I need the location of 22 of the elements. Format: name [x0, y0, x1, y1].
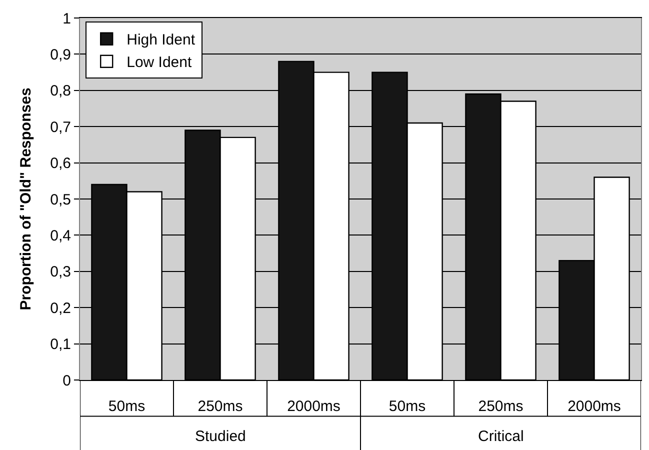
y-tick-label: 0,7 — [50, 118, 71, 136]
y-tick-label: 0,2 — [50, 300, 71, 317]
text: Studied — [195, 428, 246, 445]
y-tick-label: 0,9 — [50, 46, 71, 64]
y-tick-label: 0,6 — [50, 155, 71, 172]
y-axis-title: Proportion of "Old" Responses — [17, 88, 34, 310]
y-tick-label: 0,8 — [50, 82, 71, 100]
y-tick-label: 1 — [62, 10, 71, 28]
y-tick-label: 0,1 — [50, 336, 71, 354]
x-tick-label: 250ms — [478, 398, 524, 415]
x-tick-label: 50ms — [108, 398, 146, 415]
y-tick-label: 0 — [62, 372, 71, 390]
y-tick-label: 0,3 — [50, 264, 71, 281]
x-tick-label: 50ms — [388, 398, 426, 415]
x-tick-label: 250ms — [198, 398, 243, 415]
y-tick-label: 0,4 — [50, 227, 71, 244]
legend-label: High Ident — [126, 32, 196, 49]
y-tick-label: 0,5 — [50, 191, 71, 208]
legend-label: Low Ident — [126, 54, 192, 72]
x-tick-label: 2000ms — [568, 398, 621, 415]
text: Critical — [478, 428, 524, 445]
x-tick-label: 2000ms — [287, 398, 340, 415]
